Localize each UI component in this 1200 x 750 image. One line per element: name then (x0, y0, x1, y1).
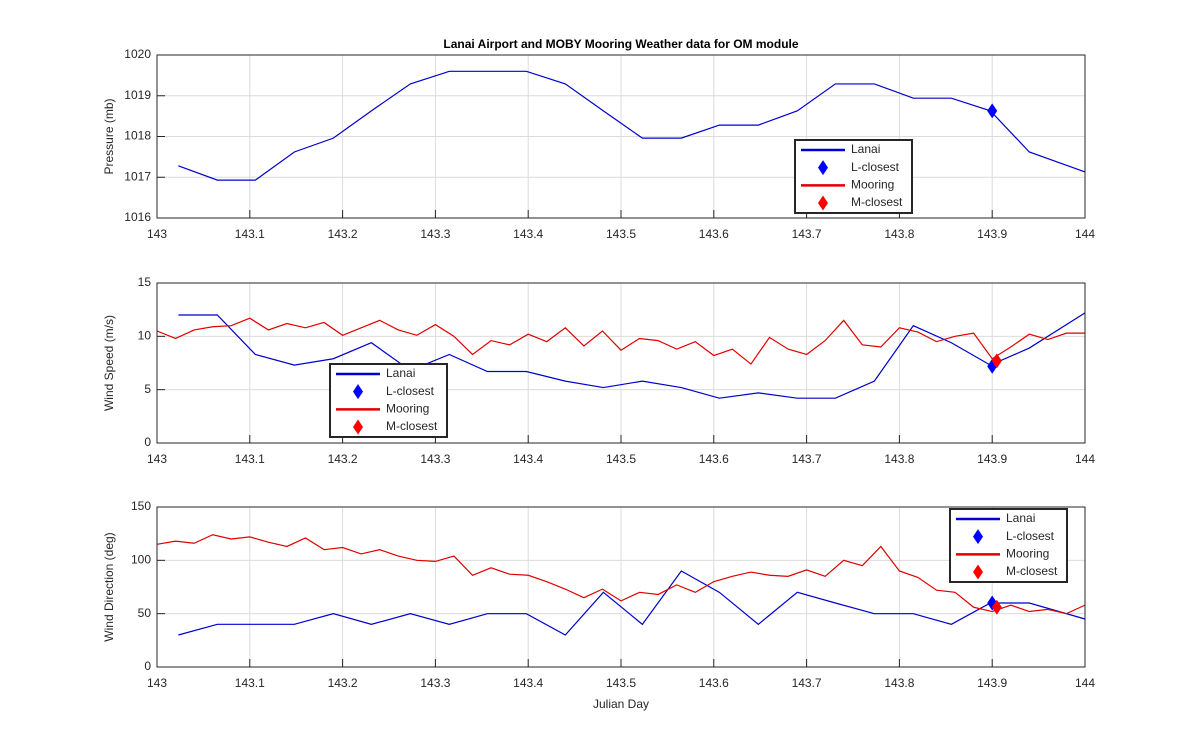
x-tick-label: 143.6 (699, 676, 729, 690)
x-tick-label: 143.9 (977, 227, 1007, 241)
y-tick-label: 150 (131, 499, 151, 513)
legend-label: M-closest (1006, 564, 1058, 578)
axes-box (156, 54, 1086, 219)
x-tick-label: 143.5 (606, 452, 636, 466)
x-tick-label: 143.4 (513, 452, 543, 466)
x-tick-label: 143.5 (606, 676, 636, 690)
legend-label: L-closest (851, 160, 900, 174)
x-tick-label: 143.2 (328, 676, 358, 690)
legend: Lanai L-closest Mooring M-closest (794, 139, 913, 214)
x-tick-label: 143.5 (606, 227, 636, 241)
x-tick-label: 143.3 (420, 452, 450, 466)
x-tick-label: 143 (147, 452, 167, 466)
closest-marker (987, 103, 998, 119)
y-axis-label: Pressure (mb) (102, 98, 116, 174)
axes-box (156, 506, 1086, 668)
legend-marker (973, 564, 983, 580)
x-tick-label: 143.8 (884, 452, 914, 466)
legend: Lanai L-closest Mooring M-closest (949, 508, 1068, 583)
x-tick-label: 143.9 (977, 452, 1007, 466)
y-tick-label: 15 (138, 275, 152, 289)
legend-box (329, 363, 448, 438)
x-tick-label: 144 (1075, 676, 1095, 690)
legend-marker (353, 419, 363, 435)
x-tick-label: 143.8 (884, 227, 914, 241)
x-tick-label: 143.4 (513, 227, 543, 241)
legend-marker (818, 160, 828, 176)
x-tick-label: 143.6 (699, 452, 729, 466)
x-axis-label: Julian Day (593, 697, 649, 711)
legend-marker (353, 384, 363, 400)
subplot: 143 143.1 143.2 143.3 143.4 143.5 143.6 143.7 14… (102, 499, 1095, 711)
y-tick-label: 1017 (124, 169, 151, 183)
y-axis-label: Wind Direction (deg) (102, 532, 116, 641)
y-tick-label: 10 (138, 329, 152, 343)
legend-box (949, 508, 1068, 583)
y-tick-label: 0 (144, 435, 151, 449)
x-tick-label: 143.7 (792, 452, 822, 466)
y-tick-label: 1018 (124, 129, 151, 143)
legend-box (794, 139, 913, 214)
legend: Lanai L-closest Mooring M-closest (329, 363, 448, 438)
y-tick-label: 0 (144, 659, 151, 673)
legend-label: Lanai (386, 366, 415, 380)
x-tick-label: 143.2 (328, 452, 358, 466)
y-tick-label: 1020 (124, 47, 151, 61)
closest-marker (991, 599, 1002, 615)
x-tick-label: 143.8 (884, 676, 914, 690)
x-tick-label: 143.2 (328, 227, 358, 241)
subplot: 143 143.1 143.2 143.3 143.4 143.5 143.6 143.7 14… (102, 37, 1095, 241)
data-line (178, 70, 1086, 181)
data-line (156, 317, 1085, 365)
data-line (178, 312, 1086, 399)
legend-label: M-closest (386, 419, 438, 433)
y-tick-label: 5 (144, 382, 151, 396)
axes-box (156, 282, 1086, 444)
chart-title: Lanai Airport and MOBY Mooring Weather d… (443, 37, 798, 51)
x-tick-label: 143.3 (420, 676, 450, 690)
x-tick-label: 143.7 (792, 676, 822, 690)
legend-label: L-closest (1006, 529, 1055, 543)
legend-label: Mooring (386, 402, 429, 416)
x-tick-label: 143 (147, 227, 167, 241)
x-tick-label: 143.1 (235, 227, 265, 241)
legend-label: M-closest (851, 195, 903, 209)
x-tick-label: 143 (147, 676, 167, 690)
x-tick-label: 143.3 (420, 227, 450, 241)
x-tick-label: 144 (1075, 452, 1095, 466)
legend-marker (973, 529, 983, 545)
x-tick-label: 143.9 (977, 676, 1007, 690)
data-line (178, 570, 1086, 636)
x-tick-label: 143.1 (235, 452, 265, 466)
data-line (156, 534, 1086, 615)
x-tick-label: 143.1 (235, 676, 265, 690)
legend-label: Lanai (1006, 511, 1035, 525)
legend-label: Mooring (1006, 547, 1049, 561)
subplot: 143 143.1 143.2 143.3 143.4 143.5 143.6 143.7 14… (102, 275, 1095, 466)
y-tick-label: 50 (138, 606, 152, 620)
y-tick-label: 100 (131, 553, 151, 567)
closest-marker (991, 353, 1002, 369)
legend-label: Lanai (851, 142, 880, 156)
legend-marker (818, 195, 828, 211)
x-tick-label: 144 (1075, 227, 1095, 241)
x-tick-label: 143.4 (513, 676, 543, 690)
y-axis-label: Wind Speed (m/s) (102, 315, 116, 411)
legend-label: Mooring (851, 178, 894, 192)
y-tick-label: 1016 (124, 210, 151, 224)
y-tick-label: 1019 (124, 88, 151, 102)
x-tick-label: 143.6 (699, 227, 729, 241)
x-tick-label: 143.7 (792, 227, 822, 241)
legend-label: L-closest (386, 384, 435, 398)
